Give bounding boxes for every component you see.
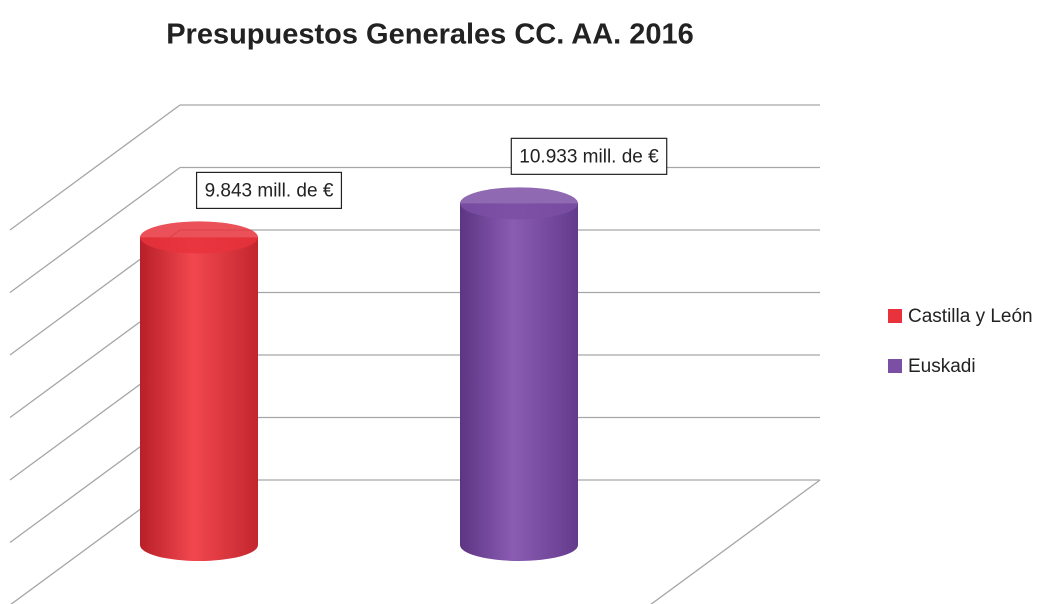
value-label: 9.843 mill. de €: [205, 180, 334, 201]
bar: [460, 203, 578, 561]
grid-line: [9, 104, 181, 231]
legend-swatch: [888, 359, 902, 373]
bar: [140, 237, 258, 561]
value-label-box: [195, 171, 343, 210]
legend-label: Euskadi: [908, 356, 976, 377]
bar-top: [140, 221, 258, 254]
value-label-box: [510, 137, 668, 175]
chart-title: Presupuestos Generales CC. AA. 2016: [166, 19, 694, 51]
bar-top: [460, 187, 578, 220]
value-label: 10.933 mill. de €: [519, 146, 659, 167]
grid-line: [9, 166, 181, 294]
legend-swatch: [888, 309, 902, 323]
floor-edge: [650, 479, 821, 604]
legend-label: Castilla y León: [908, 306, 1033, 327]
